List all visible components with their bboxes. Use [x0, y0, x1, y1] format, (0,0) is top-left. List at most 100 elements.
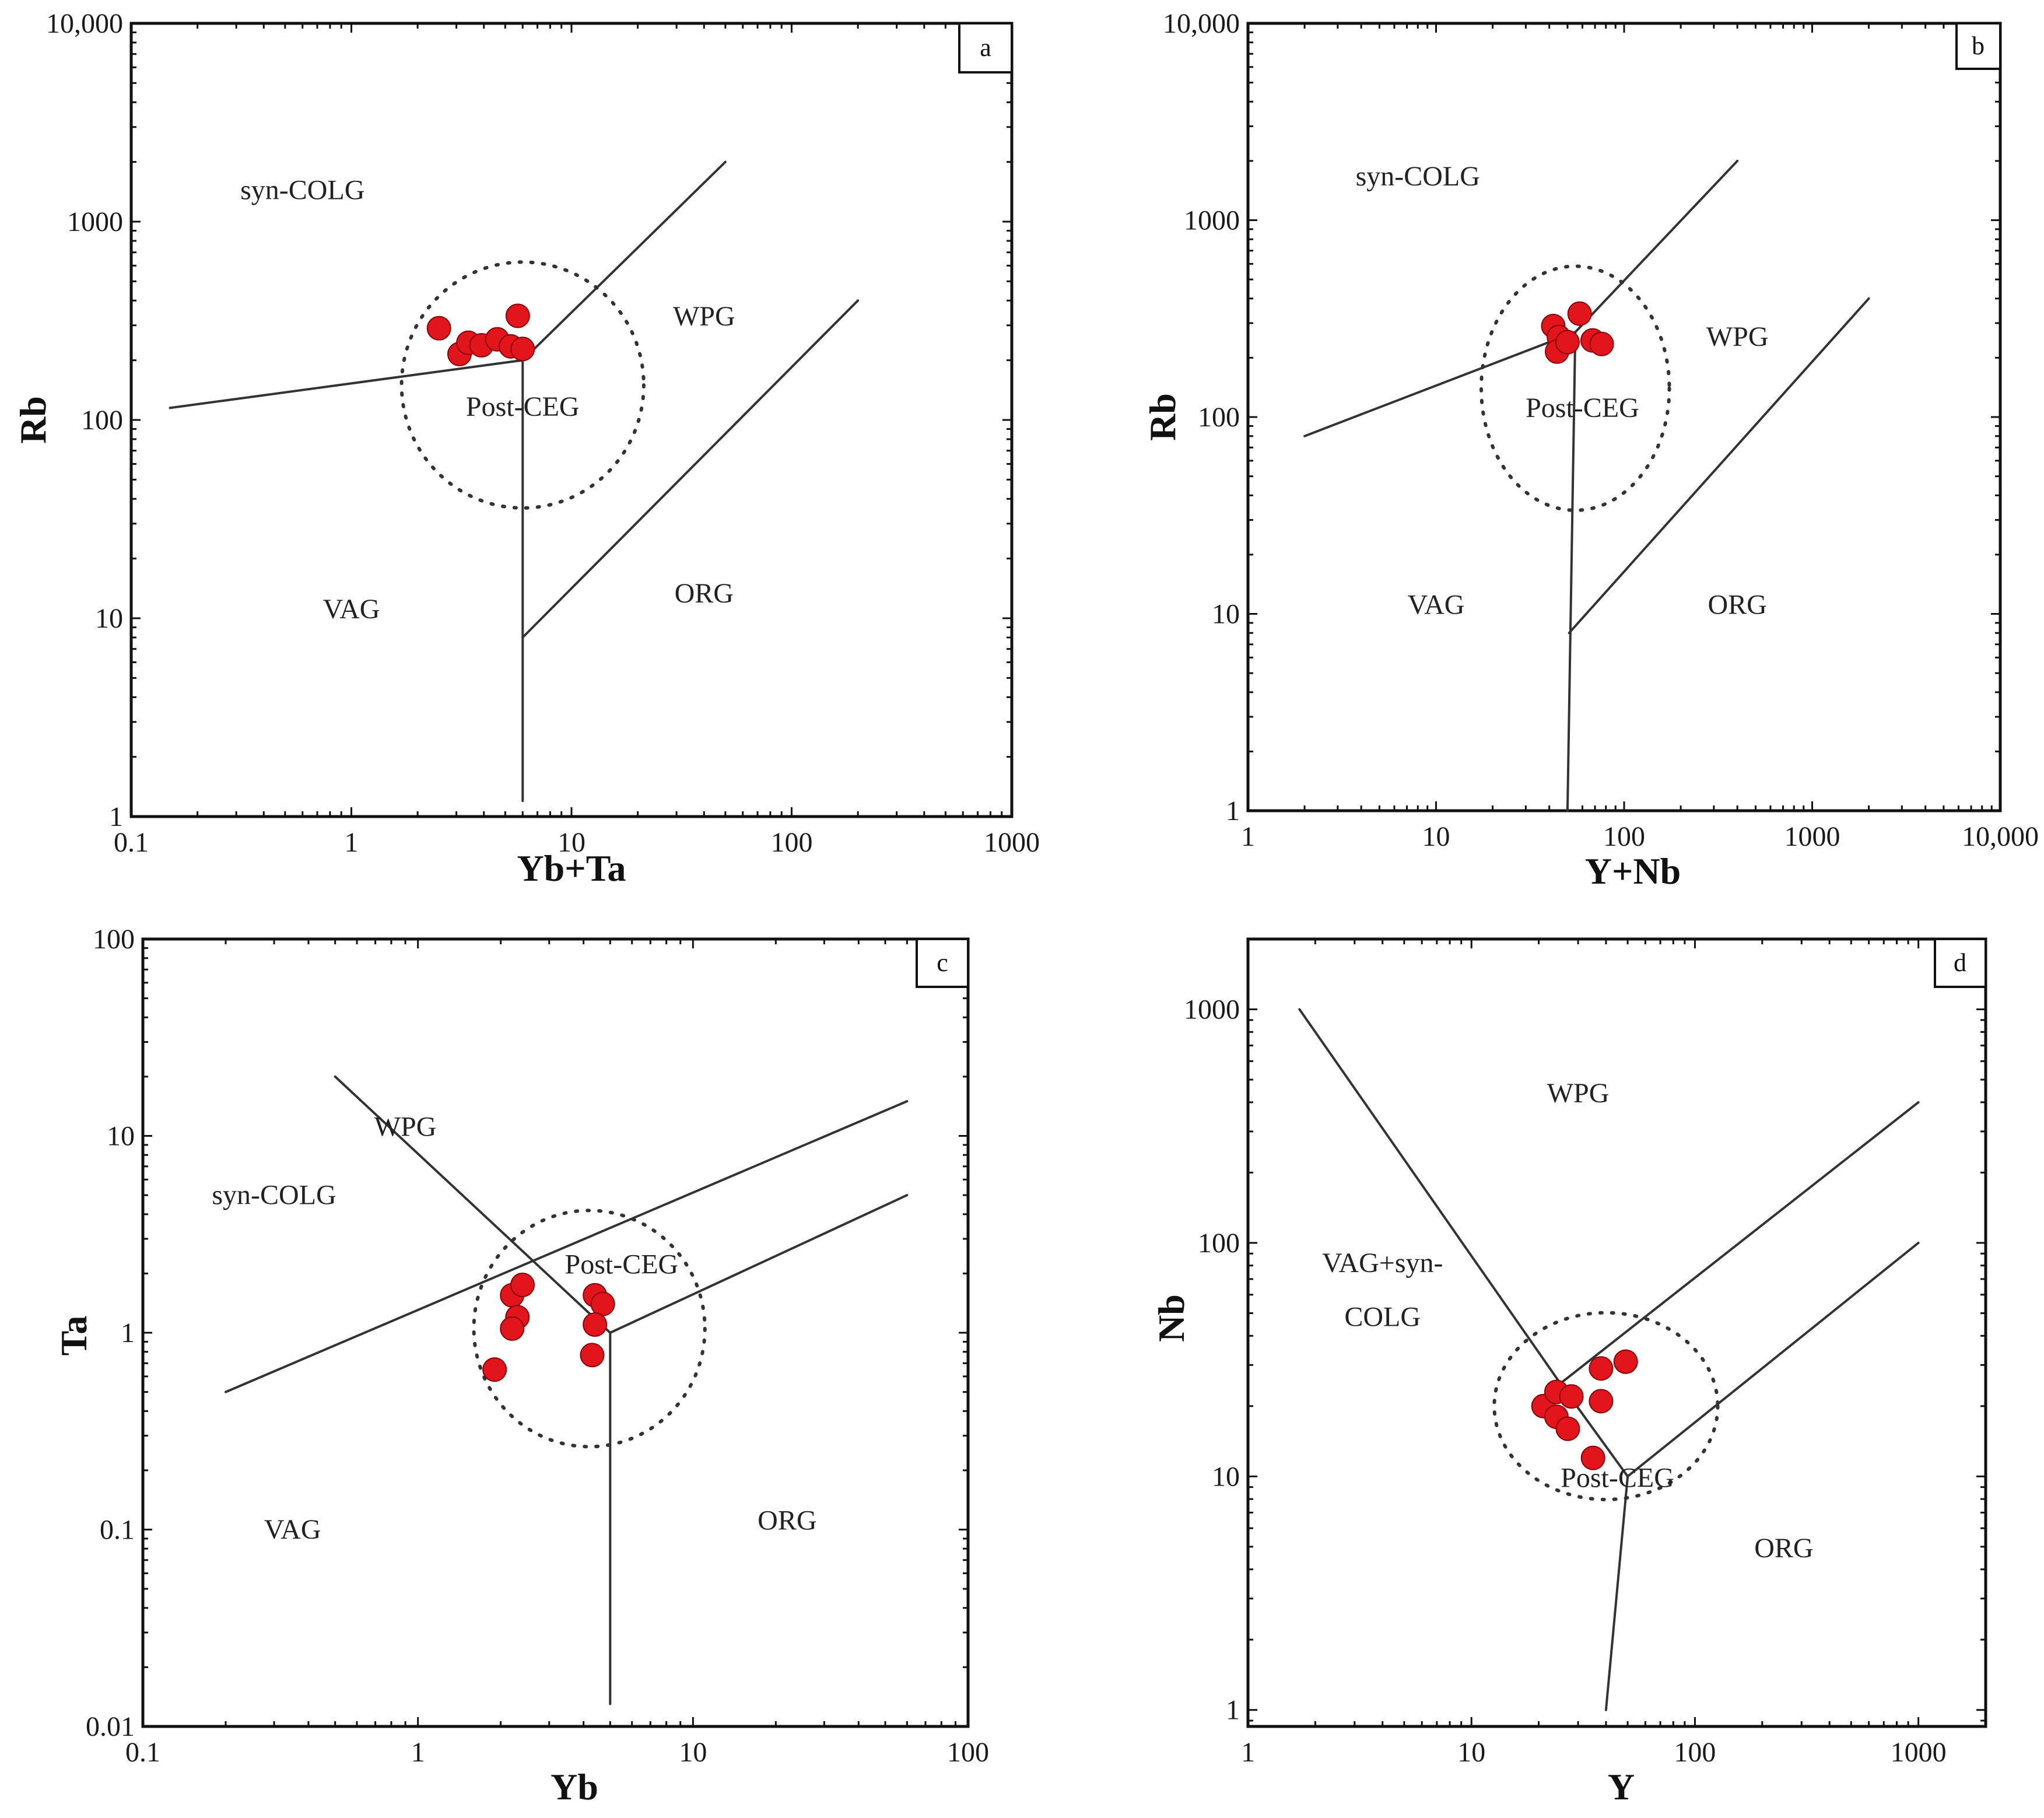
sample-points — [482, 1272, 615, 1382]
boundary-line — [521, 160, 727, 362]
x-tick-label: 100 — [947, 1737, 989, 1768]
y-tick-label: 1 — [1226, 1695, 1240, 1726]
x-tick-label: 1 — [1241, 821, 1255, 852]
y-tick-label: 0.1 — [100, 1515, 135, 1546]
field-label: WPG — [1547, 1078, 1610, 1109]
sample-point — [583, 1312, 608, 1337]
post-ceg-envelope — [399, 260, 646, 510]
field-label: syn-COLG — [1356, 161, 1480, 192]
x-tick-labels: 0.1 1 10 100 1000 — [114, 827, 1040, 858]
y-tick-label: 1000 — [1184, 994, 1240, 1025]
boundary-line — [521, 299, 860, 639]
x-tick-label: 1000 — [984, 827, 1040, 858]
x-tick-label: 0.1 — [114, 827, 149, 858]
y-tick-labels: 0.01 0.1 1 10 100 — [86, 924, 135, 1742]
field-boundaries — [1303, 159, 1870, 812]
y-axis-title: Rb — [1142, 393, 1183, 441]
y-tick-label: 100 — [1198, 402, 1240, 433]
x-axis-title: Y+Nb — [1585, 850, 1681, 892]
field-label: VAG — [1408, 590, 1465, 621]
sample-points — [426, 303, 535, 366]
panel-tag-label: a — [980, 33, 991, 62]
boundary-line — [1298, 1008, 1562, 1385]
y-axis-title: Nb — [1151, 1294, 1192, 1342]
tick-marks — [142, 939, 968, 1728]
x-tick-label: 1000 — [1784, 821, 1840, 852]
y-tick-label: 100 — [93, 924, 135, 955]
sample-point — [1589, 331, 1614, 356]
boundary-line — [1303, 331, 1577, 437]
post-ceg-envelope — [1479, 264, 1671, 512]
x-tick-labels: 1 10 100 1000 10,000 — [1241, 821, 2039, 852]
boundary-line — [1574, 159, 1739, 334]
field-label: WPG — [1706, 321, 1769, 352]
envelope-ellipse — [399, 260, 646, 510]
x-tick-label: 1 — [1241, 1737, 1255, 1768]
field-label: ORG — [675, 578, 734, 609]
y-tick-label: 1000 — [1184, 205, 1240, 236]
field-labels: WPG syn-COLG Post-CEG VAG ORG — [212, 1112, 816, 1545]
tick-marks — [1247, 938, 1987, 1726]
y-axis-title: Ta — [53, 1316, 94, 1356]
panel-tag-label: b — [1972, 31, 1985, 60]
sample-points — [1541, 301, 1614, 364]
y-tick-label: 10 — [107, 1121, 135, 1152]
y-tick-label: 1000 — [67, 206, 123, 237]
sample-points — [1531, 1349, 1638, 1470]
sample-point — [500, 1316, 525, 1341]
field-label: VAG — [323, 594, 380, 625]
plot-frame — [1246, 937, 1987, 1728]
x-tick-label: 10 — [679, 1737, 707, 1768]
x-tick-labels: 1 10 100 1000 — [1241, 1737, 1947, 1768]
panel-tag-label: d — [1954, 948, 1966, 977]
x-axis-title: Yb — [551, 1766, 598, 1808]
sample-point — [590, 1291, 615, 1316]
x-tick-label: 10 — [558, 827, 585, 858]
panel-tag-box — [1955, 22, 2001, 70]
field-label: ORG — [758, 1505, 816, 1536]
boundary-line — [1566, 331, 1577, 812]
y-tick-label: 10,000 — [1163, 8, 1240, 39]
sample-point — [1580, 1445, 1605, 1470]
panel-tag-box — [958, 22, 1013, 73]
envelope-ellipse — [472, 1209, 707, 1449]
boundary-line — [1626, 1241, 1920, 1478]
field-label: syn-COLG — [212, 1180, 336, 1211]
sample-point — [426, 316, 451, 341]
sample-point — [1589, 1389, 1614, 1414]
field-label: VAG — [264, 1514, 321, 1545]
x-tick-label: 10,000 — [1962, 821, 2039, 852]
sample-point — [1559, 1384, 1584, 1409]
field-label: ORG — [1708, 590, 1766, 621]
field-label: WPG — [673, 301, 735, 332]
sample-point — [510, 337, 535, 362]
x-tick-label: 100 — [1674, 1737, 1716, 1768]
y-tick-labels: 1 10 100 1000 10,000 — [46, 8, 123, 832]
post-ceg-envelope — [472, 1209, 707, 1449]
field-label: Post-CEG — [466, 391, 580, 422]
sample-point — [482, 1357, 507, 1382]
y-tick-label: 10 — [1212, 1461, 1240, 1492]
y-tick-label: 10,000 — [46, 8, 123, 39]
sample-point — [510, 1272, 535, 1297]
field-label: VAG+syn- — [1322, 1248, 1443, 1278]
field-label: WPG — [374, 1112, 437, 1143]
y-tick-label: 10 — [95, 603, 123, 634]
x-tick-label: 1 — [345, 827, 359, 858]
post-ceg-envelope — [1492, 1311, 1720, 1501]
boundary-line — [225, 1100, 909, 1393]
x-axis-title: Y — [1608, 1766, 1635, 1808]
sample-point — [1613, 1349, 1638, 1374]
field-label: Post-CEG — [565, 1249, 679, 1280]
y-axis-title: Rb — [12, 396, 54, 444]
x-tick-label: 10 — [1457, 1737, 1485, 1768]
boundary-line — [1559, 1101, 1920, 1385]
x-tick-label: 10 — [1422, 821, 1450, 852]
y-tick-label: 100 — [1198, 1228, 1240, 1259]
field-labels: syn-COLG WPG Post-CEG VAG ORG — [240, 174, 735, 625]
y-tick-label: 1 — [1226, 796, 1240, 826]
